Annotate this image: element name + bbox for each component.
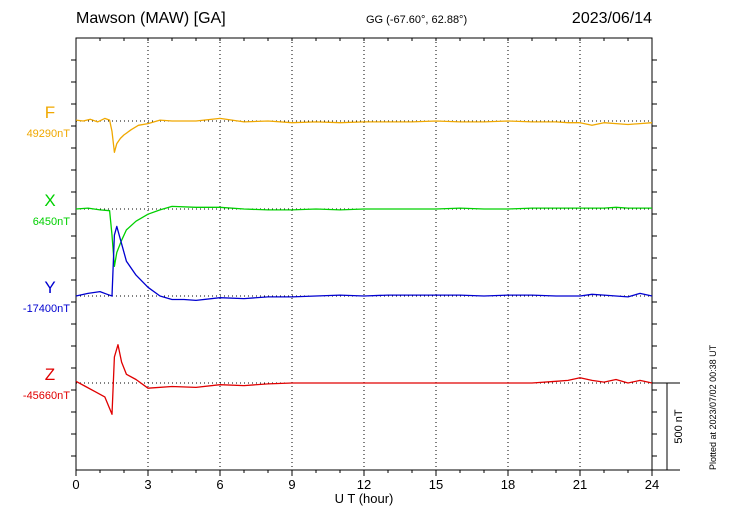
x-tick-label: 12 <box>357 477 371 492</box>
baseline-value-f: 49290nT <box>27 128 71 140</box>
station-title: Mawson (MAW) [GA] <box>76 10 226 27</box>
series-label-f: F <box>45 103 55 122</box>
x-tick-label: 24 <box>645 477 659 492</box>
geo-coordinates: GG (-67.60°, 62.88°) <box>366 14 468 26</box>
x-tick-label: 9 <box>288 477 295 492</box>
x-tick-label: 0 <box>72 477 79 492</box>
x-tick-label: 21 <box>573 477 587 492</box>
series-line-z <box>75 344 653 415</box>
x-tick-label: 3 <box>144 477 151 492</box>
x-tick-label: 18 <box>501 477 515 492</box>
scale-bar-label: 500 nT <box>673 409 685 444</box>
baseline-value-z: -45660nT <box>23 390 70 402</box>
baseline-value-y: -17400nT <box>23 303 70 315</box>
x-tick-label: 6 <box>216 477 223 492</box>
series-line-x <box>75 205 652 268</box>
series-label-y: Y <box>44 278 55 297</box>
baseline-value-x: 6450nT <box>33 216 71 228</box>
series-label-x: X <box>44 191 55 210</box>
x-tick-label: 15 <box>429 477 443 492</box>
series-line-y <box>75 225 653 302</box>
series-label-z: Z <box>45 365 55 384</box>
series-line-f <box>75 117 653 153</box>
plotted-at-note: Plotted at 2023/07/02 00:38 UT <box>708 344 718 470</box>
x-axis-title: U T (hour) <box>335 491 394 506</box>
date-label: 2023/06/14 <box>571 10 652 27</box>
